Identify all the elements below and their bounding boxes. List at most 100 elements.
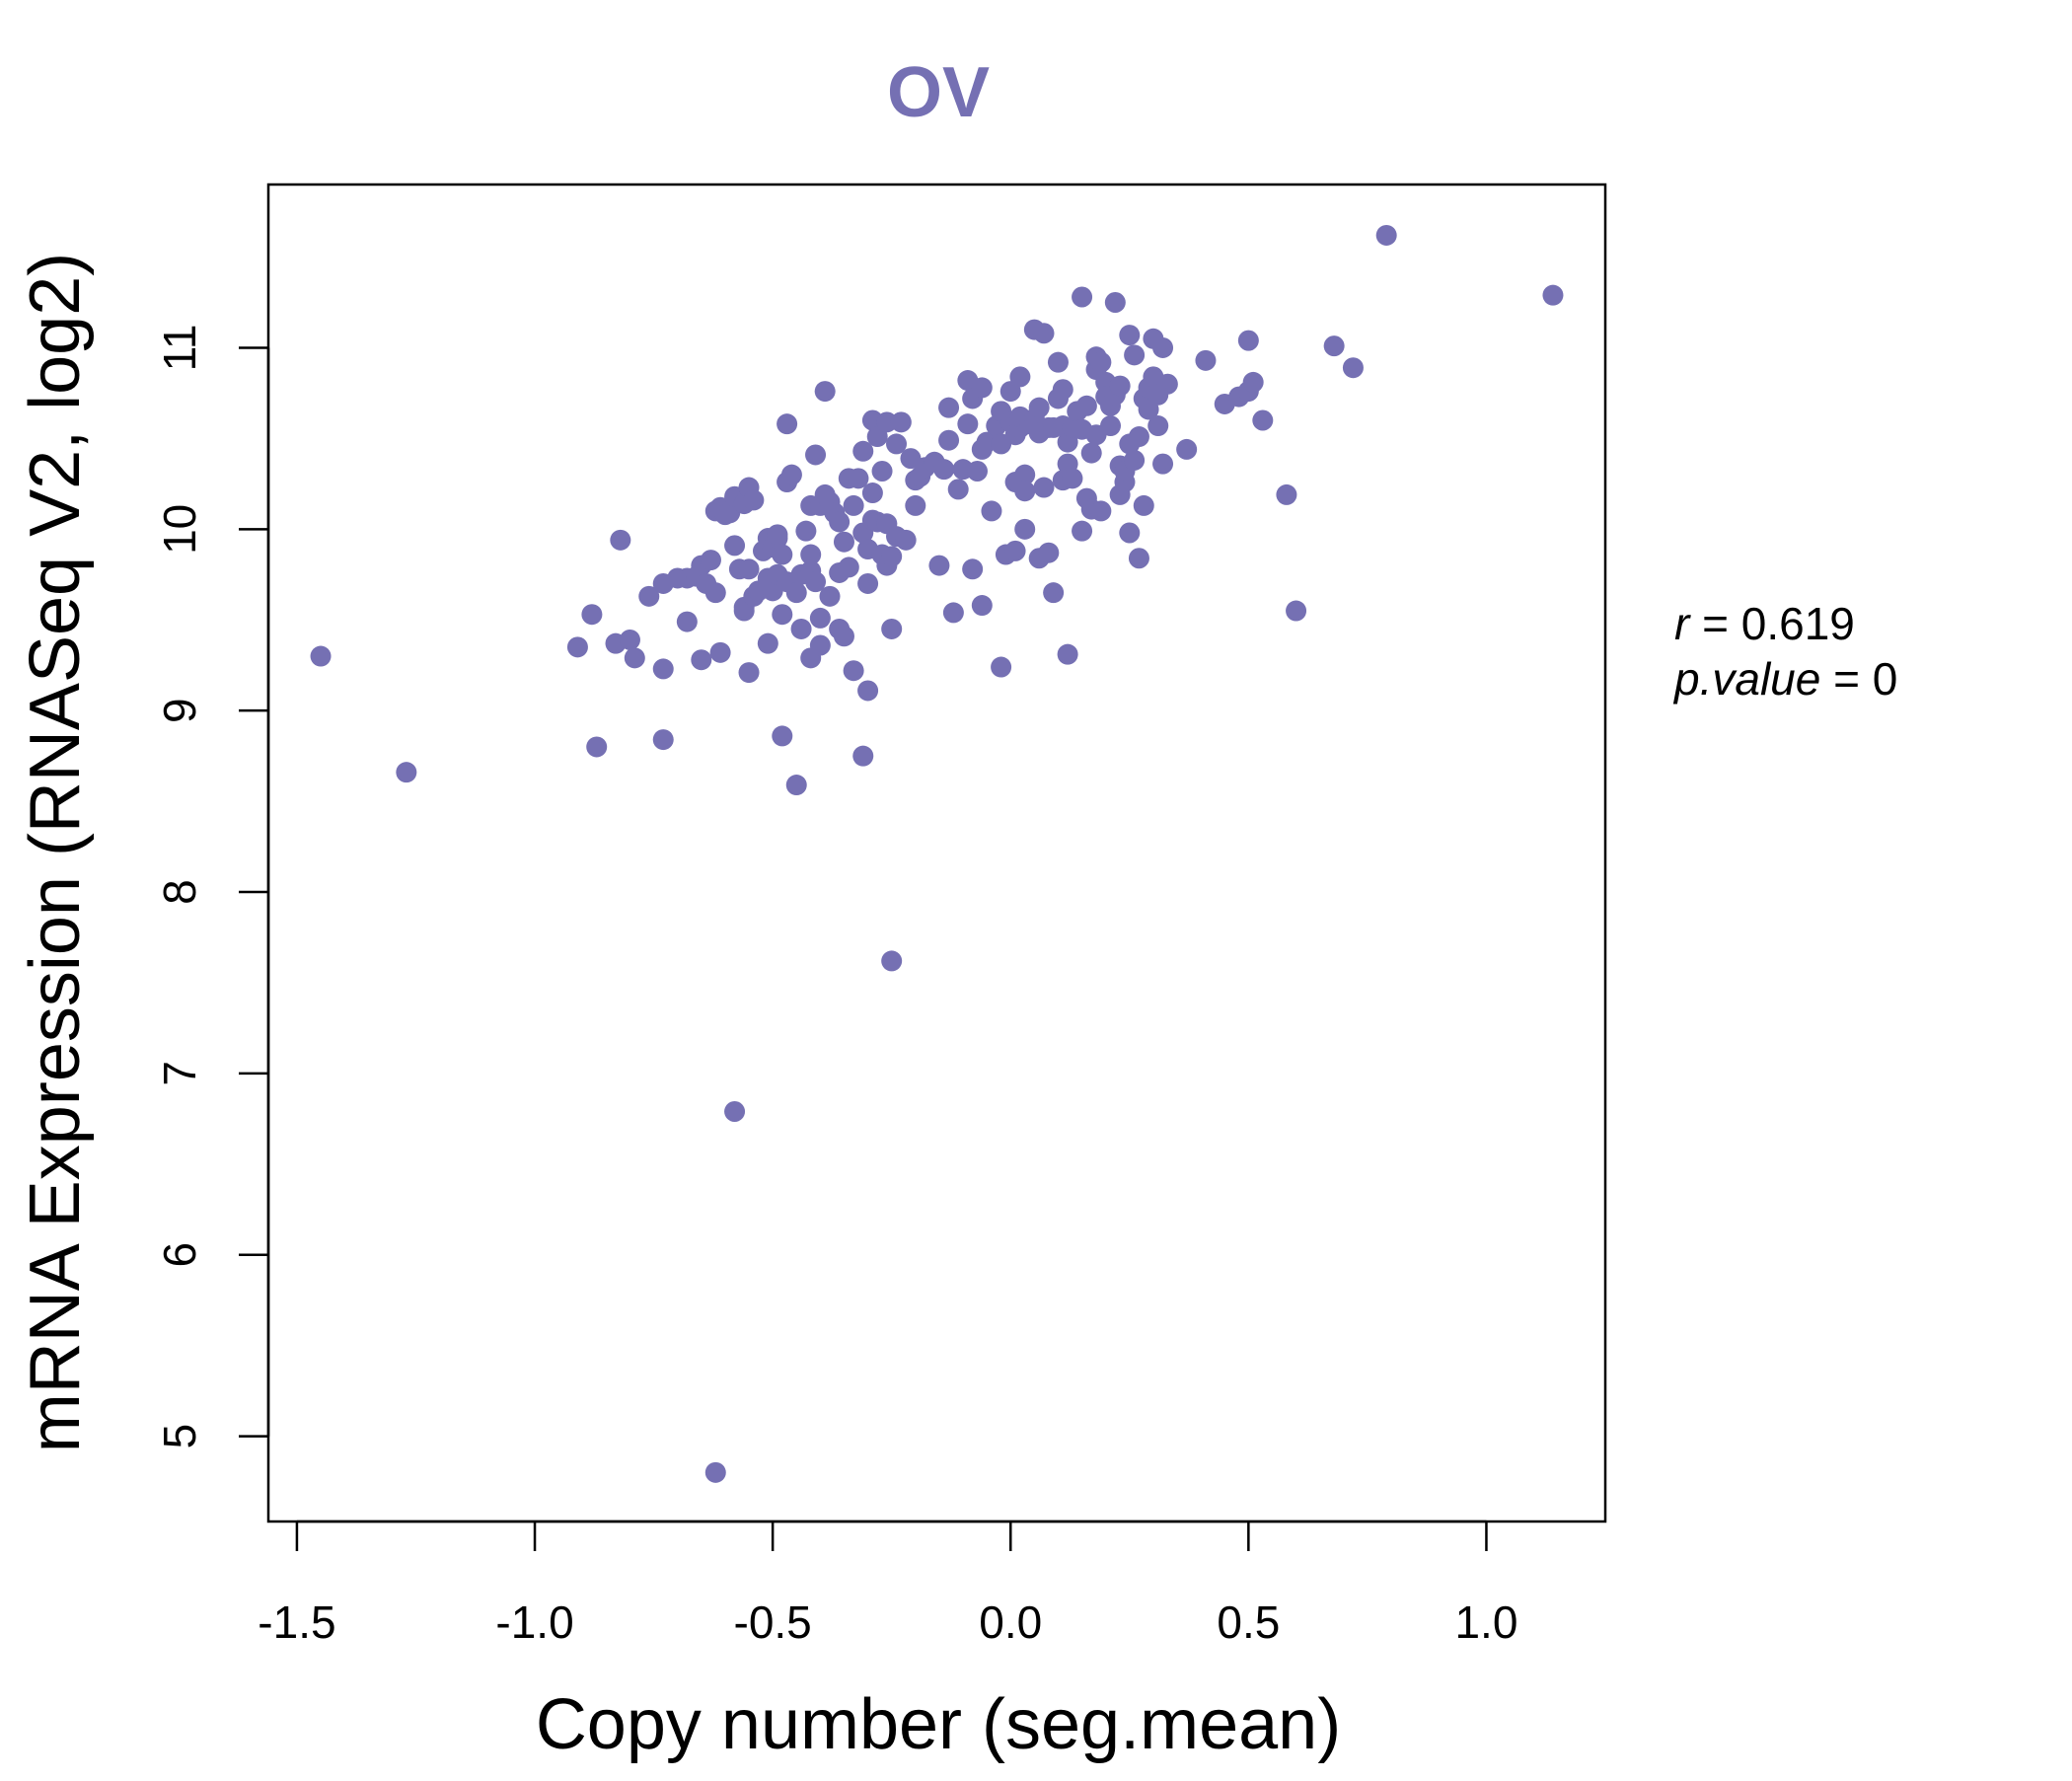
data-point [777, 413, 798, 435]
data-point [724, 535, 746, 557]
data-point [1276, 483, 1297, 505]
data-point [819, 585, 841, 607]
data-point [738, 662, 760, 684]
data-point [652, 729, 674, 751]
p-value: 0 [1873, 653, 1898, 705]
data-point [928, 555, 950, 576]
data-point [1152, 453, 1174, 475]
data-point [1237, 330, 1259, 351]
data-point [1109, 375, 1131, 397]
data-point [785, 775, 807, 796]
data-point [805, 444, 827, 466]
y-tick-label: 8 [154, 879, 205, 905]
data-point [772, 544, 793, 565]
data-point [981, 500, 1002, 522]
data-point [704, 582, 726, 604]
data-point [1047, 351, 1069, 373]
data-point [1195, 349, 1217, 371]
data-point [757, 632, 778, 654]
data-point [905, 494, 926, 516]
data-point [1128, 426, 1149, 448]
data-point [886, 433, 908, 455]
data-point [704, 1461, 726, 1483]
r-value: 0.619 [1741, 598, 1855, 649]
data-point [1033, 323, 1055, 344]
data-point [1014, 518, 1036, 540]
data-point [1104, 292, 1126, 314]
data-point [1342, 357, 1364, 379]
data-point [942, 602, 964, 624]
data-point [991, 656, 1012, 678]
data-point [861, 482, 883, 504]
x-tick-label: -1.5 [258, 1596, 335, 1648]
y-tick-label: 5 [154, 1424, 205, 1449]
y-tick-label: 11 [154, 325, 205, 372]
data-point [1080, 442, 1102, 464]
data-point [709, 641, 731, 663]
data-point [1033, 477, 1055, 498]
data-point [724, 1100, 746, 1122]
data-point [790, 618, 812, 639]
data-point [957, 413, 979, 435]
data-point [938, 429, 960, 451]
y-tick-label: 10 [154, 504, 205, 555]
data-point [843, 494, 864, 516]
data-point [624, 647, 645, 669]
data-point [767, 524, 788, 546]
data-point [780, 464, 802, 485]
x-tick-label: 1.0 [1454, 1596, 1517, 1648]
r-equals-sign: = [1702, 598, 1741, 649]
data-point [814, 381, 836, 403]
data-point [1100, 415, 1122, 437]
data-point [1119, 522, 1141, 544]
data-point [795, 520, 817, 542]
data-point [1090, 500, 1112, 522]
data-point [586, 736, 608, 758]
data-point [1375, 224, 1397, 246]
data-point [933, 459, 955, 481]
data-point [1014, 464, 1036, 485]
data-point [676, 611, 698, 632]
x-tick-label: -1.0 [495, 1596, 573, 1648]
data-point [1072, 520, 1093, 542]
data-point [881, 618, 903, 639]
data-point [833, 531, 854, 553]
y-axis: 5 6 7 8 9 10 11 [154, 325, 270, 1449]
data-point [619, 629, 640, 650]
data-point [1052, 379, 1073, 401]
data-point [1133, 494, 1154, 516]
data-point [1286, 600, 1307, 622]
data-point [881, 546, 903, 567]
y-tick-label: 7 [154, 1061, 205, 1086]
data-point [1072, 286, 1093, 308]
data-point [1014, 481, 1036, 502]
data-point [1119, 325, 1141, 346]
data-point [785, 582, 807, 604]
data-point [738, 558, 760, 580]
x-tick-label: 0.0 [979, 1596, 1042, 1648]
data-point [1028, 397, 1050, 418]
data-point [947, 479, 969, 500]
data-point [1062, 468, 1083, 489]
data-point [581, 604, 603, 626]
r-annotation: r = 0.619 [1674, 598, 1855, 649]
data-point [800, 544, 822, 565]
data-point [809, 634, 831, 656]
data-point [852, 745, 874, 767]
data-point [743, 489, 765, 511]
data-point [971, 377, 993, 399]
data-point [1147, 415, 1169, 437]
data-point [971, 595, 993, 617]
data-point [1176, 438, 1198, 460]
x-tick-label: 0.5 [1217, 1596, 1280, 1648]
data-point [1542, 284, 1564, 306]
data-point [829, 511, 851, 533]
data-point [396, 762, 417, 783]
data-point [876, 411, 898, 433]
data-point [1075, 395, 1097, 416]
data-point [566, 636, 588, 658]
data-point [310, 645, 332, 667]
data-point [1124, 344, 1146, 366]
data-point [838, 557, 859, 578]
